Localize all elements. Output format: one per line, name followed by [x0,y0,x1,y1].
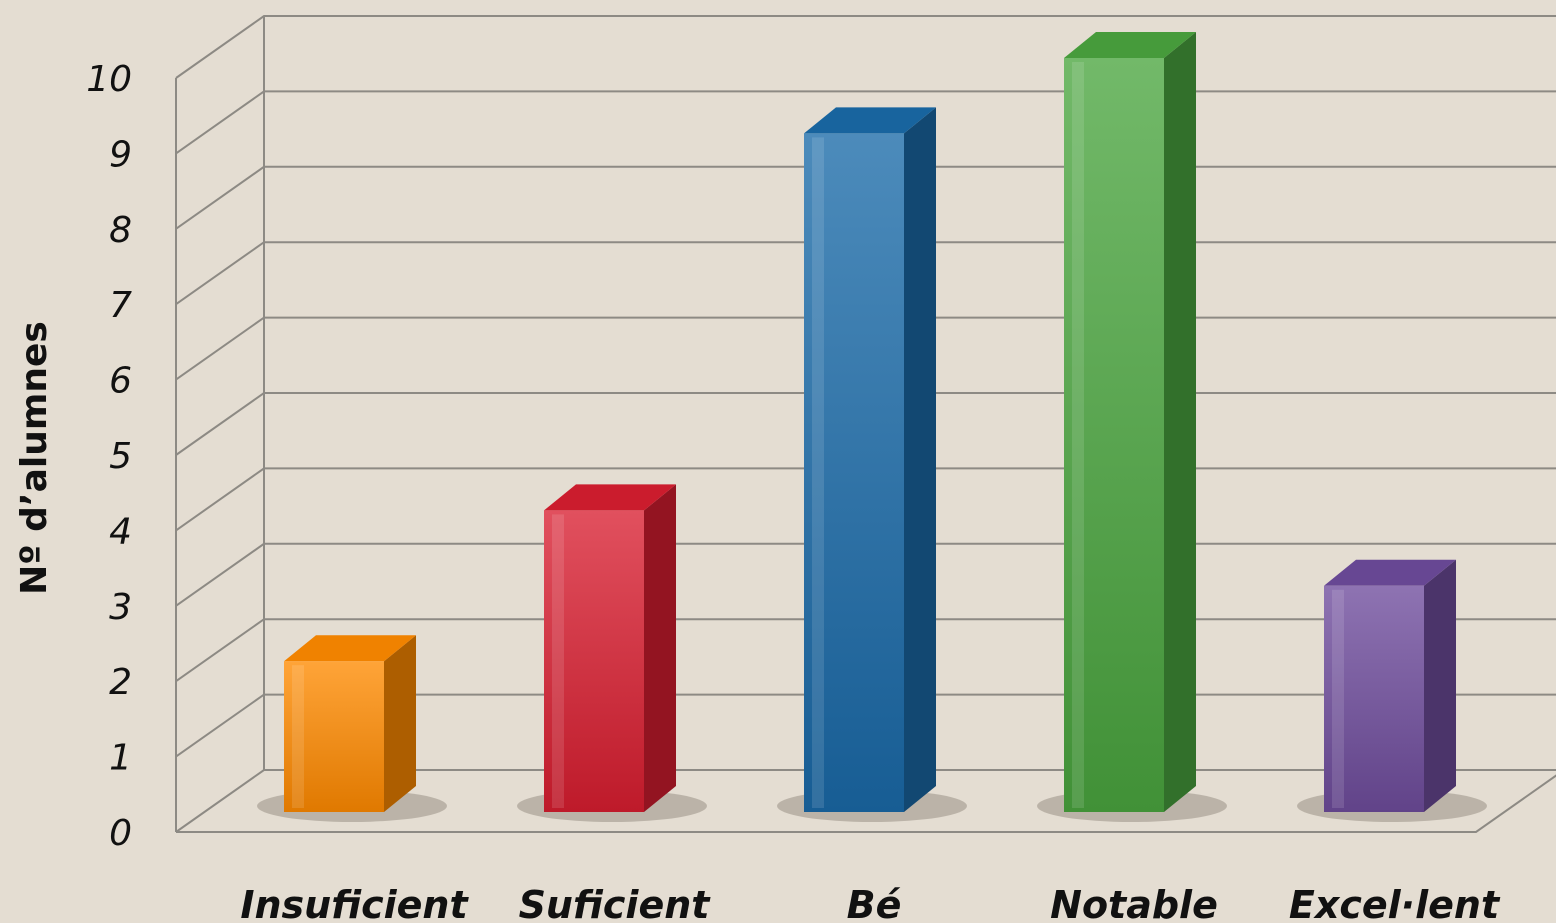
x-category-labels: Insuficient Suficient Bé Notable Excel·lent [240,883,1501,923]
x-category-label: Bé [847,883,902,923]
bar [804,133,904,812]
x-category-label: Notable [1050,883,1218,923]
x-category-label: Insuficient [240,883,469,923]
bar-highlight [812,137,824,808]
bar-side [384,635,416,812]
bar [544,510,644,812]
bar-side [1164,32,1196,812]
y-tick-label: 10 [86,59,132,100]
bar-top [544,484,676,511]
y-tick-label: 2 [109,662,132,703]
bar-highlight [552,514,564,808]
bar [284,661,384,812]
bar-side [644,484,676,812]
gridline [175,15,1556,79]
bar-top [284,635,416,662]
bar [1064,58,1164,812]
bar-side [904,107,936,812]
floor-edge [176,774,1556,833]
bar-top [804,107,936,134]
bar-highlight [292,665,304,808]
bar-top [1324,559,1456,586]
y-tick-label: 5 [109,436,132,477]
bars [257,32,1487,822]
bar-highlight [1332,589,1344,808]
y-tick-label: 7 [109,285,132,326]
bar-side [1424,559,1456,812]
bar-top [1064,32,1196,58]
y-tick-label: 4 [109,511,132,552]
y-axis-title: Nº d’alumnes [14,321,55,595]
bar [1324,585,1424,812]
x-category-label: Suficient [519,883,712,923]
y-tick-label: 1 [109,738,132,779]
y-tick-label: 6 [109,361,132,402]
y-tick-label: 3 [109,587,132,628]
y-tick-label: 8 [109,210,132,251]
x-category-label: Excel·lent [1289,883,1501,923]
bar-highlight [1072,62,1084,808]
y-tick-label: 0 [109,813,132,854]
y-tick-labels: 0 1 2 3 4 5 6 7 8 9 10 [86,59,132,854]
y-tick-label: 9 [109,134,132,175]
